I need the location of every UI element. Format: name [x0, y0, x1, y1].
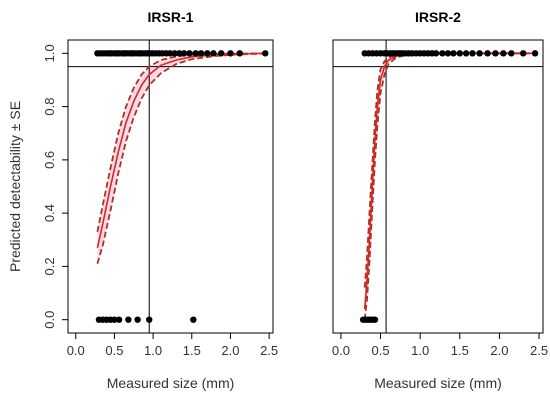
detected-point — [186, 50, 193, 57]
detected-point — [227, 50, 234, 57]
x-tick-label: 1.0 — [411, 343, 429, 358]
undetected-point — [190, 316, 197, 323]
detected-point — [236, 50, 243, 57]
detected-point — [531, 50, 539, 57]
x-tick-label: 0.0 — [67, 343, 85, 358]
undetected-point — [115, 316, 123, 323]
detected-point — [217, 50, 225, 57]
y-tick-label: 1.0 — [42, 44, 57, 62]
detected-point — [192, 50, 199, 57]
x-tick-label: 0.5 — [372, 343, 390, 358]
chart-title: IRSR-2 — [415, 9, 461, 25]
panel-irsr-1: IRSR-1 0.0 0.5 1.0 1.5 2.0 2.5 0.0 0.2 0.4 0.6 0.8 1… — [7, 9, 278, 391]
detected-point — [204, 50, 211, 57]
fitted-curve — [363, 52, 536, 310]
detected-point — [210, 50, 217, 57]
detected-point — [439, 50, 446, 57]
plot-frame — [67, 39, 274, 334]
detected-point — [492, 50, 499, 57]
undetected-point — [125, 316, 132, 323]
confidence-band — [364, 53, 536, 320]
detected-point — [450, 50, 457, 57]
detected-point — [519, 50, 527, 57]
detected-point — [462, 50, 470, 57]
detected-point — [171, 50, 178, 57]
detected-point — [432, 50, 440, 57]
x-tick-label: 1.5 — [451, 343, 469, 358]
se-lower-line — [96, 52, 266, 264]
plot-frame — [332, 39, 544, 334]
undetected-point — [371, 316, 379, 323]
detected-point — [262, 50, 269, 57]
x-tick-label: 2.0 — [221, 343, 239, 358]
detected-point — [508, 50, 515, 57]
x-tick-label: 1.5 — [183, 343, 201, 358]
undetected-point — [111, 316, 118, 323]
y-tick-label: 0.0 — [42, 311, 57, 329]
detected-point — [197, 50, 205, 57]
detected-point — [469, 50, 476, 57]
y-tick-label: 0.4 — [42, 204, 57, 222]
detected-point — [484, 50, 491, 57]
panel-irsr-2: IRSR-2 0.0 0.5 1.0 1.5 2.0 2.5 Measured size (m… — [332, 9, 548, 391]
detected-point — [456, 50, 463, 57]
x-tick-label: 2.5 — [260, 343, 278, 358]
x-tick-label: 0.5 — [105, 343, 123, 358]
se-lower-line — [363, 52, 536, 320]
y-axis-label: Predicted detectability ± SE — [7, 101, 23, 272]
x-axis-label: Measured size (mm) — [374, 375, 502, 391]
x-tick-label: 2.5 — [530, 343, 548, 358]
detected-point — [444, 50, 452, 57]
x-tick-label: 0.0 — [332, 343, 350, 358]
detected-point — [176, 50, 183, 57]
x-tick-label: 1.0 — [144, 343, 162, 358]
detected-point — [166, 50, 174, 57]
se-upper-line — [363, 52, 536, 288]
y-tick-label: 0.2 — [42, 257, 57, 275]
chart-title: IRSR-1 — [148, 9, 194, 25]
undetected-point — [146, 316, 153, 323]
undetected-point — [134, 316, 141, 323]
x-axis-label: Measured size (mm) — [107, 375, 235, 391]
detected-point — [476, 50, 483, 57]
y-tick-label: 0.6 — [42, 151, 57, 169]
detected-point — [500, 50, 507, 57]
y-tick-label: 0.8 — [42, 98, 57, 116]
detected-point — [180, 50, 188, 57]
x-tick-label: 2.0 — [490, 343, 508, 358]
